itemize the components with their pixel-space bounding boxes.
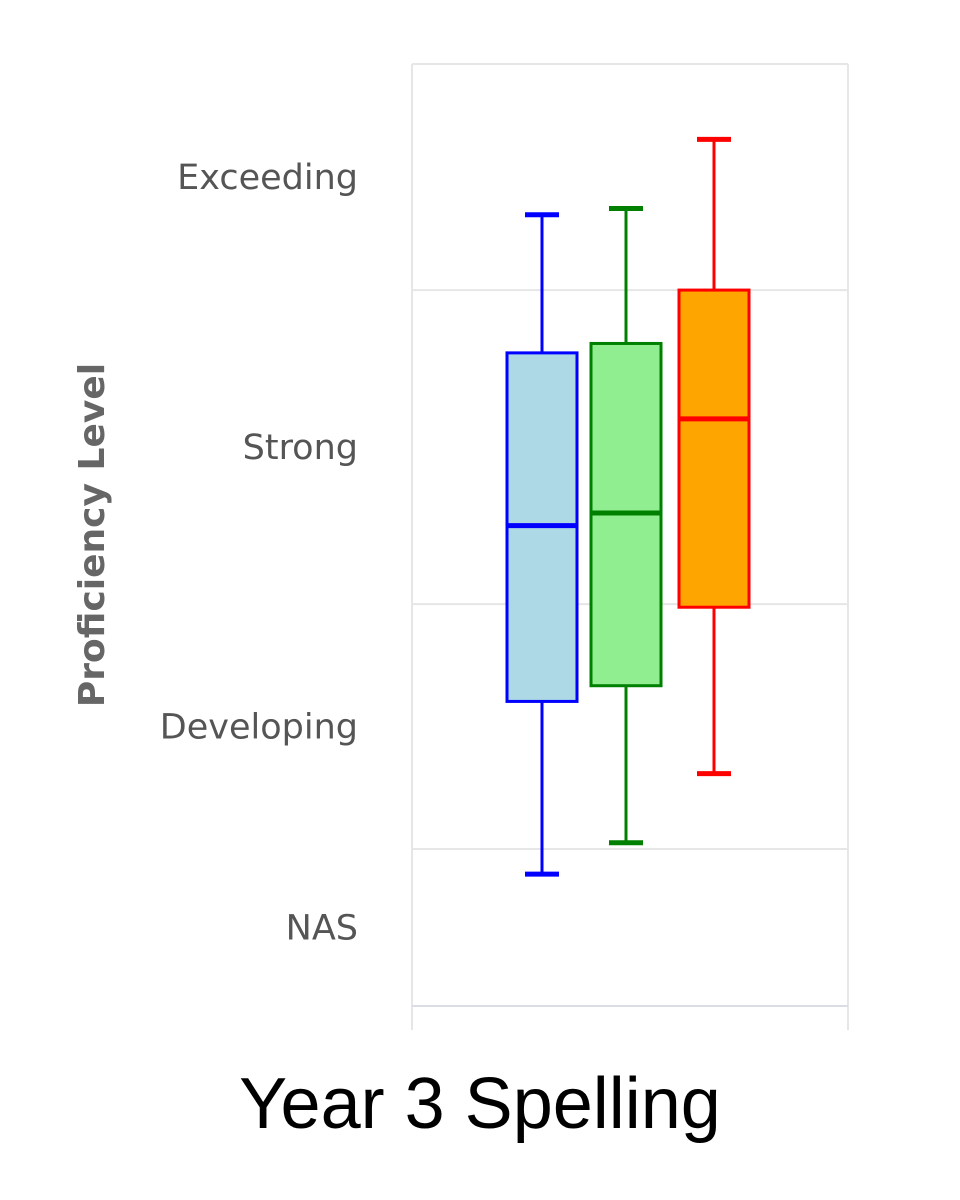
boxplot-1 <box>505 212 579 877</box>
y-tick-label: Exceeding <box>177 158 358 198</box>
y-tick-label: Strong <box>243 428 358 468</box>
boxplot-3 <box>677 136 751 777</box>
y-tick-label: NAS <box>286 909 358 949</box>
chart-title: Year 3 Spelling <box>239 1064 721 1144</box>
y-axis-title: Proficiency Level <box>72 363 113 707</box>
y-tick-labels: NAS Developing Strong Exceeding <box>160 158 358 948</box>
boxplot-2 <box>589 205 663 846</box>
boxplot-series <box>505 136 751 877</box>
interquartile-box <box>677 288 751 609</box>
y-tick-label: Developing <box>160 708 358 748</box>
